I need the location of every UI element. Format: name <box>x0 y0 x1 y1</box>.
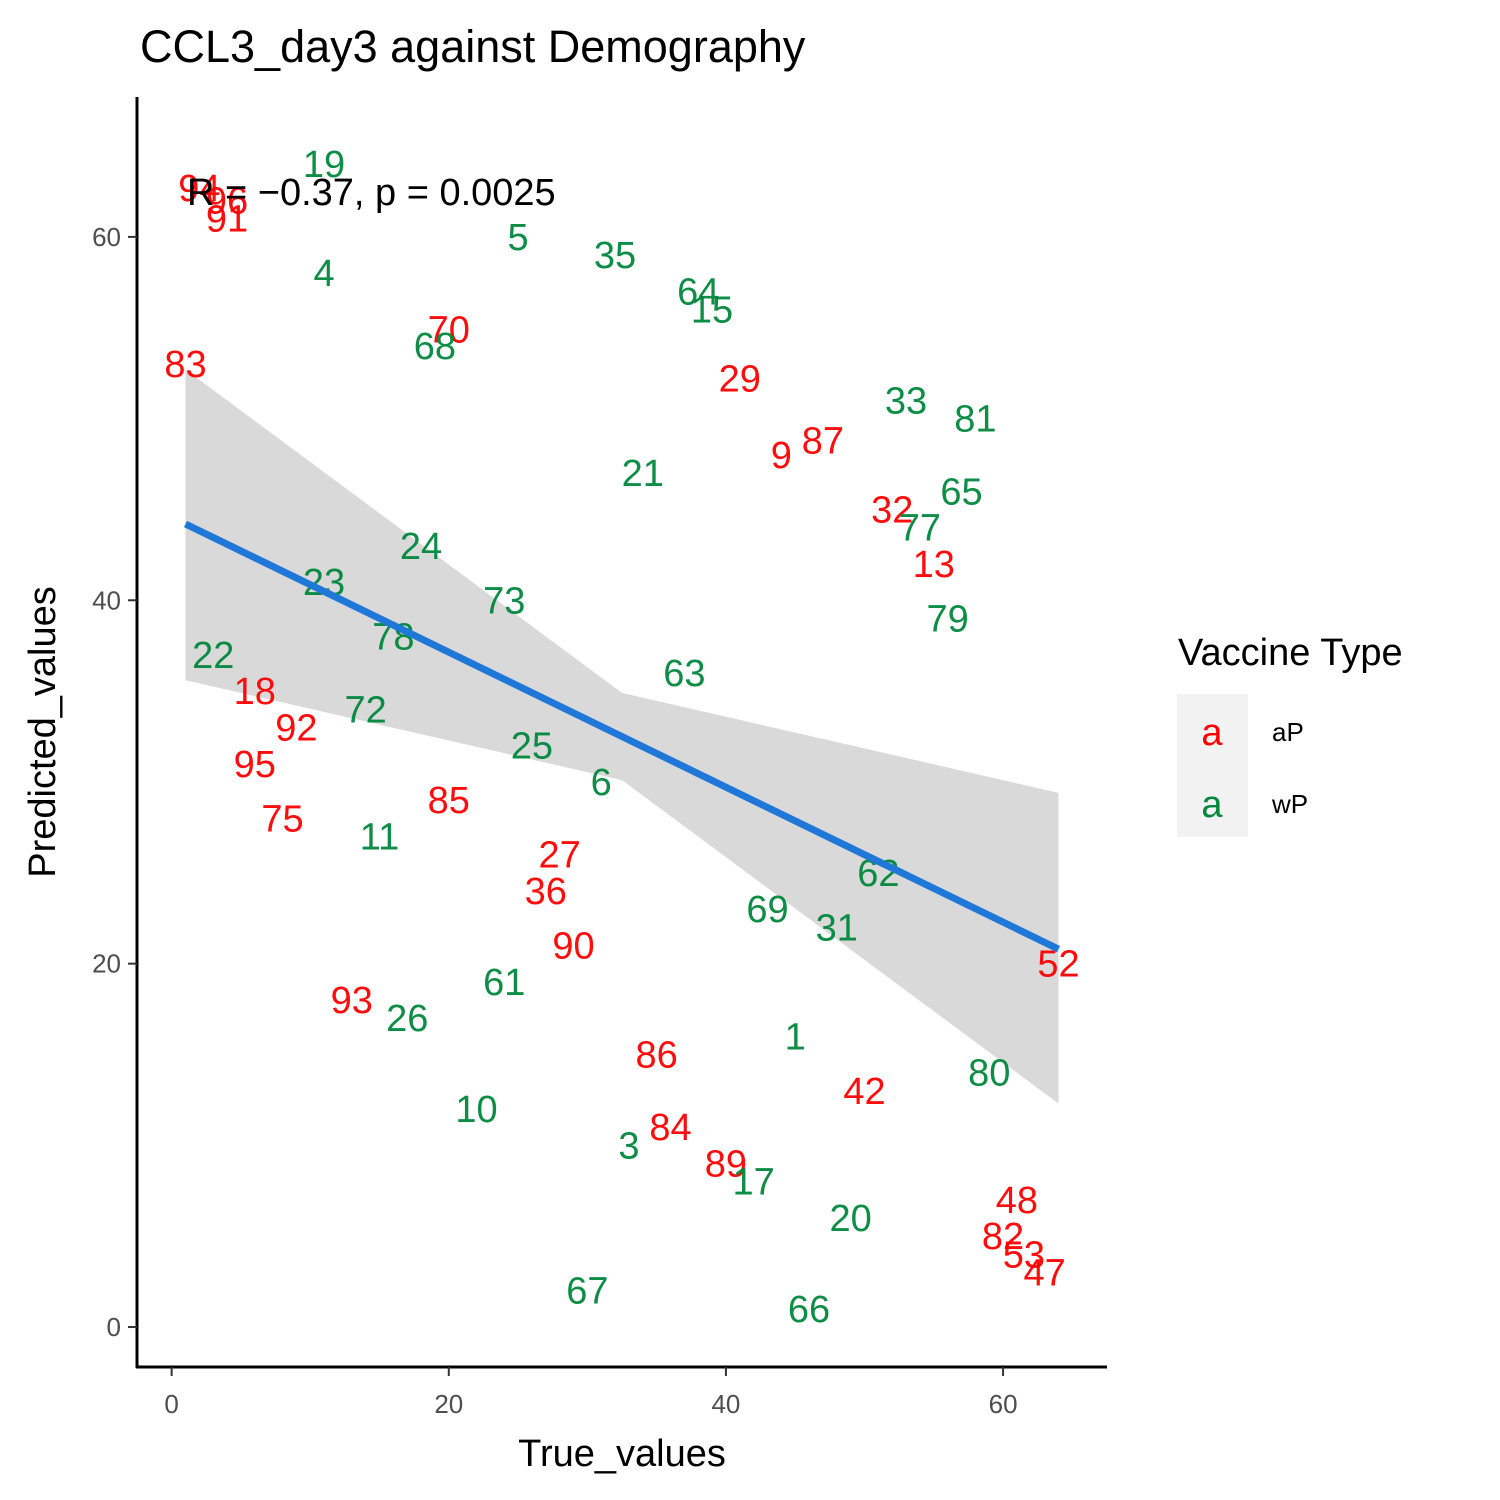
point-label-wp: 65 <box>940 471 982 513</box>
x-tick-label: 20 <box>434 1389 463 1419</box>
point-label-wp: 61 <box>483 962 525 1004</box>
y-tick-label: 0 <box>107 1312 121 1342</box>
point-label-ap: 93 <box>331 980 373 1022</box>
point-label-wp: 19 <box>303 144 345 186</box>
point-label-wp: 33 <box>885 380 927 422</box>
point-label-ap: 84 <box>649 1107 691 1149</box>
correlation-annotation: R = −0.37, p = 0.0025 <box>187 172 556 214</box>
point-label-wp: 24 <box>400 526 442 568</box>
point-label-wp: 3 <box>618 1125 639 1167</box>
point-label-ap: 70 <box>428 310 470 352</box>
point-label-ap: 13 <box>913 544 955 586</box>
point-label-ap: 47 <box>1024 1253 1066 1295</box>
point-label-wp: 67 <box>566 1271 608 1313</box>
point-label-ap: 48 <box>996 1180 1038 1222</box>
legend: Vaccine Type a aP a wP <box>1177 632 1403 837</box>
point-label-wp: 11 <box>360 816 399 858</box>
y-tick-label: 40 <box>92 585 121 615</box>
point-label-ap: 75 <box>261 798 303 840</box>
point-label-wp: 80 <box>968 1053 1010 1095</box>
point-label-wp: 25 <box>511 726 553 768</box>
point-label-ap: 36 <box>525 871 567 913</box>
point-label-ap: 87 <box>802 420 844 462</box>
legend-label-ap: aP <box>1272 717 1304 747</box>
point-label-ap: 53 <box>1003 1234 1045 1276</box>
point-label-ap: 52 <box>1037 944 1079 986</box>
point-label-wp: 21 <box>622 453 664 495</box>
point-label-wp: 10 <box>455 1089 497 1131</box>
point-label-wp: 72 <box>345 689 387 731</box>
point-label-ap: 96 <box>206 181 248 223</box>
point-label-wp: 64 <box>677 271 719 313</box>
x-axis-title: True_values <box>518 1433 726 1475</box>
legend-key-ap: a <box>1201 712 1223 754</box>
point-label-ap: 92 <box>275 707 317 749</box>
point-label-wp: 22 <box>192 635 234 677</box>
point-label-wp: 26 <box>386 998 428 1040</box>
point-label-ap: 94 <box>178 168 220 210</box>
point-label-wp: 5 <box>508 217 529 259</box>
point-label-ap: 32 <box>871 489 913 531</box>
x-tick-label: 0 <box>164 1389 178 1419</box>
point-label-ap: 42 <box>843 1071 885 1113</box>
point-label-ap: 95 <box>234 744 276 786</box>
point-label-ap: 18 <box>234 671 276 713</box>
x-tick-label: 60 <box>989 1389 1018 1419</box>
point-label-wp: 81 <box>954 399 996 441</box>
legend-label-wp: wP <box>1271 789 1308 819</box>
point-label-ap: 82 <box>982 1216 1024 1258</box>
point-label-ap: 91 <box>206 199 248 241</box>
point-label-wp: 1 <box>785 1016 806 1058</box>
axis-ticks: 0 20 40 60 0 20 40 60 <box>92 222 1017 1419</box>
legend-key-wp: a <box>1201 784 1223 826</box>
point-label-wp: 68 <box>414 326 456 368</box>
y-tick-label: 20 <box>92 949 121 979</box>
point-label-wp: 73 <box>483 580 525 622</box>
point-label-ap: 27 <box>539 835 581 877</box>
point-label-wp: 66 <box>788 1289 830 1331</box>
point-label-wp: 79 <box>927 598 969 640</box>
point-label-ap: 90 <box>552 925 594 967</box>
point-label-wp: 6 <box>591 762 612 804</box>
point-label-wp: 15 <box>691 290 733 332</box>
point-label-ap: 9 <box>771 435 792 477</box>
point-label-wp: 35 <box>594 235 636 277</box>
y-tick-label: 60 <box>92 222 121 252</box>
legend-key-background <box>1177 694 1248 837</box>
legend-title: Vaccine Type <box>1178 632 1403 674</box>
point-label-ap: 85 <box>428 780 470 822</box>
point-label-wp: 77 <box>899 508 941 550</box>
y-axis-title: Predicted_values <box>22 586 64 878</box>
point-label-ap: 89 <box>705 1144 747 1186</box>
point-label-ap: 86 <box>636 1034 678 1076</box>
point-label-wp: 17 <box>733 1162 775 1204</box>
point-label-wp: 63 <box>663 653 705 695</box>
point-label-ap: 83 <box>164 344 206 386</box>
point-label-wp: 4 <box>314 253 335 295</box>
regression-line <box>183 520 1061 953</box>
x-tick-label: 40 <box>711 1389 740 1419</box>
point-label-ap: 29 <box>719 359 761 401</box>
point-label-wp: 20 <box>830 1198 872 1240</box>
point-label-wp: 31 <box>816 907 858 949</box>
point-label-wp: 69 <box>746 889 788 931</box>
chart-title: CCL3_day3 against Demography <box>140 21 806 72</box>
